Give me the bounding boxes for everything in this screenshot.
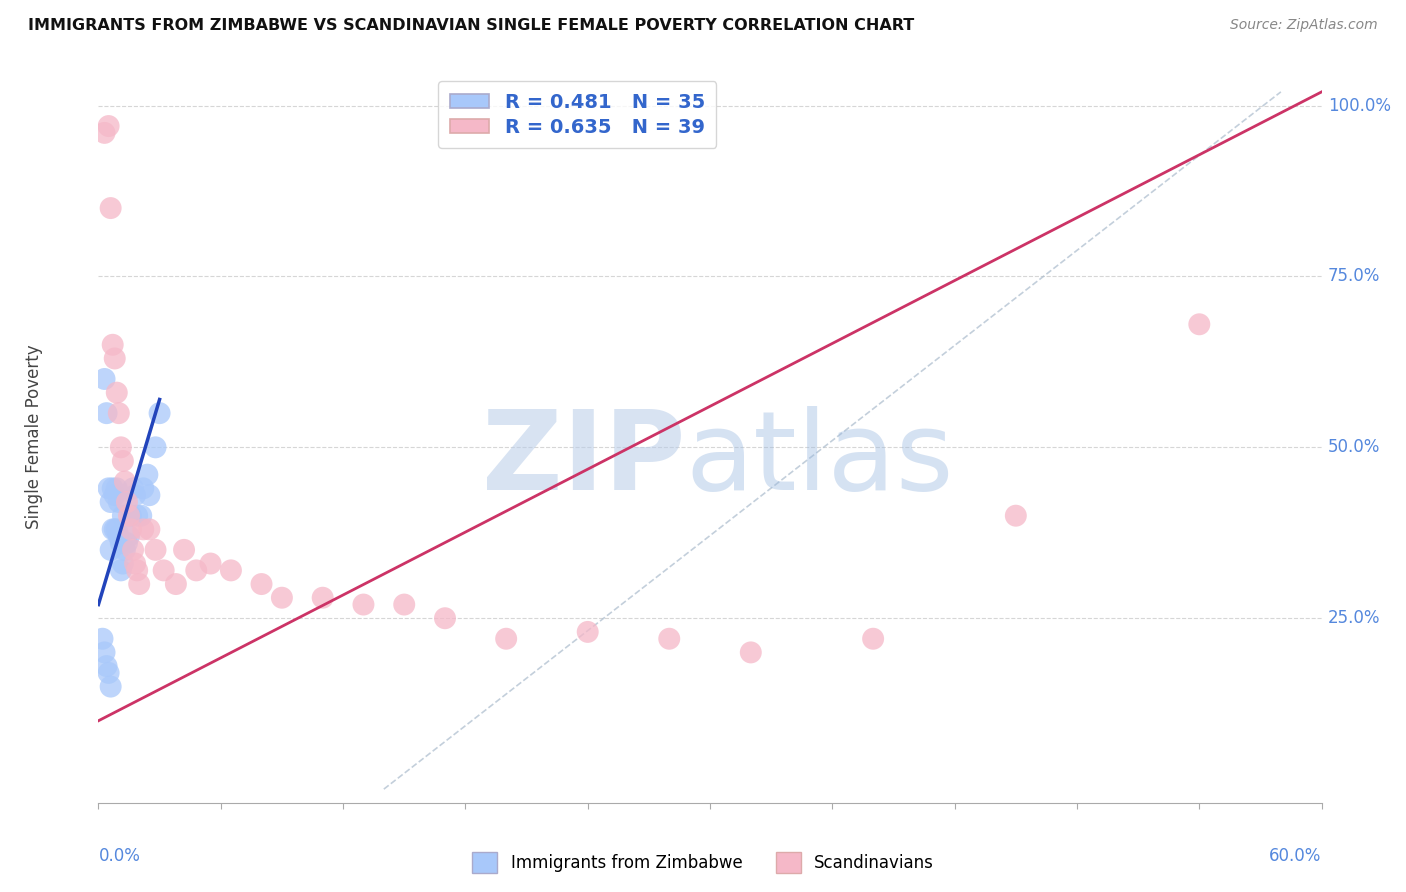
Point <box>111 508 134 523</box>
Point <box>122 542 145 557</box>
Point <box>97 119 120 133</box>
Point <box>118 529 141 543</box>
Point <box>128 577 150 591</box>
Point <box>111 454 134 468</box>
Point <box>138 488 160 502</box>
Point <box>114 475 136 489</box>
Legend: Immigrants from Zimbabwe, Scandinavians: Immigrants from Zimbabwe, Scandinavians <box>465 846 941 880</box>
Point <box>124 488 146 502</box>
Point <box>100 495 122 509</box>
Point <box>352 598 374 612</box>
Point <box>105 481 128 495</box>
Point <box>127 563 149 577</box>
Point <box>152 563 174 577</box>
Point <box>186 563 208 577</box>
Point <box>105 385 128 400</box>
Point <box>740 645 762 659</box>
Text: 0.0%: 0.0% <box>98 847 141 864</box>
Point <box>658 632 681 646</box>
Point <box>495 632 517 646</box>
Point <box>127 508 149 523</box>
Point <box>101 481 124 495</box>
Point <box>138 522 160 536</box>
Point <box>104 488 127 502</box>
Text: Single Female Poverty: Single Female Poverty <box>25 345 44 529</box>
Point <box>115 536 138 550</box>
Point <box>110 440 132 454</box>
Point <box>93 645 115 659</box>
Point <box>120 508 142 523</box>
Point <box>576 624 599 639</box>
Point <box>105 522 128 536</box>
Text: 25.0%: 25.0% <box>1327 609 1381 627</box>
Point <box>101 522 124 536</box>
Point <box>118 508 141 523</box>
Text: ZIP: ZIP <box>482 406 686 513</box>
Point <box>96 406 118 420</box>
Text: 50.0%: 50.0% <box>1327 438 1381 457</box>
Point <box>124 557 146 571</box>
Point <box>110 536 132 550</box>
Point <box>165 577 187 591</box>
Point <box>108 406 131 420</box>
Point <box>200 557 222 571</box>
Point <box>104 351 127 366</box>
Point <box>145 542 167 557</box>
Legend: R = 0.481   N = 35, R = 0.635   N = 39: R = 0.481 N = 35, R = 0.635 N = 39 <box>439 81 717 148</box>
Point <box>392 598 416 612</box>
Point <box>132 522 155 536</box>
Point <box>111 557 134 571</box>
Point <box>129 508 152 523</box>
Point <box>1188 318 1211 332</box>
Point <box>149 406 172 420</box>
Point <box>108 495 131 509</box>
Point <box>173 542 195 557</box>
Point <box>97 481 120 495</box>
Point <box>132 481 155 495</box>
Point <box>93 372 115 386</box>
Point <box>862 632 884 646</box>
Point <box>101 338 124 352</box>
Point <box>270 591 294 605</box>
Point <box>110 563 132 577</box>
Point <box>114 542 136 557</box>
Point <box>100 542 122 557</box>
Text: 100.0%: 100.0% <box>1327 96 1391 114</box>
Point <box>91 632 114 646</box>
Point <box>108 529 131 543</box>
Point <box>100 201 122 215</box>
Point <box>115 495 138 509</box>
Text: Source: ZipAtlas.com: Source: ZipAtlas.com <box>1230 18 1378 32</box>
Point <box>145 440 167 454</box>
Text: 75.0%: 75.0% <box>1327 268 1381 285</box>
Point <box>100 680 122 694</box>
Point <box>250 577 273 591</box>
Point <box>434 611 457 625</box>
Point <box>219 563 242 577</box>
Point <box>93 126 115 140</box>
Point <box>312 591 335 605</box>
Point <box>1004 508 1026 523</box>
Text: IMMIGRANTS FROM ZIMBABWE VS SCANDINAVIAN SINGLE FEMALE POVERTY CORRELATION CHART: IMMIGRANTS FROM ZIMBABWE VS SCANDINAVIAN… <box>28 18 914 33</box>
Text: 60.0%: 60.0% <box>1270 847 1322 864</box>
Point <box>120 522 142 536</box>
Point <box>97 665 120 680</box>
Point <box>96 659 118 673</box>
Point <box>104 522 127 536</box>
Text: atlas: atlas <box>686 406 955 513</box>
Point <box>122 481 145 495</box>
Point <box>136 467 159 482</box>
